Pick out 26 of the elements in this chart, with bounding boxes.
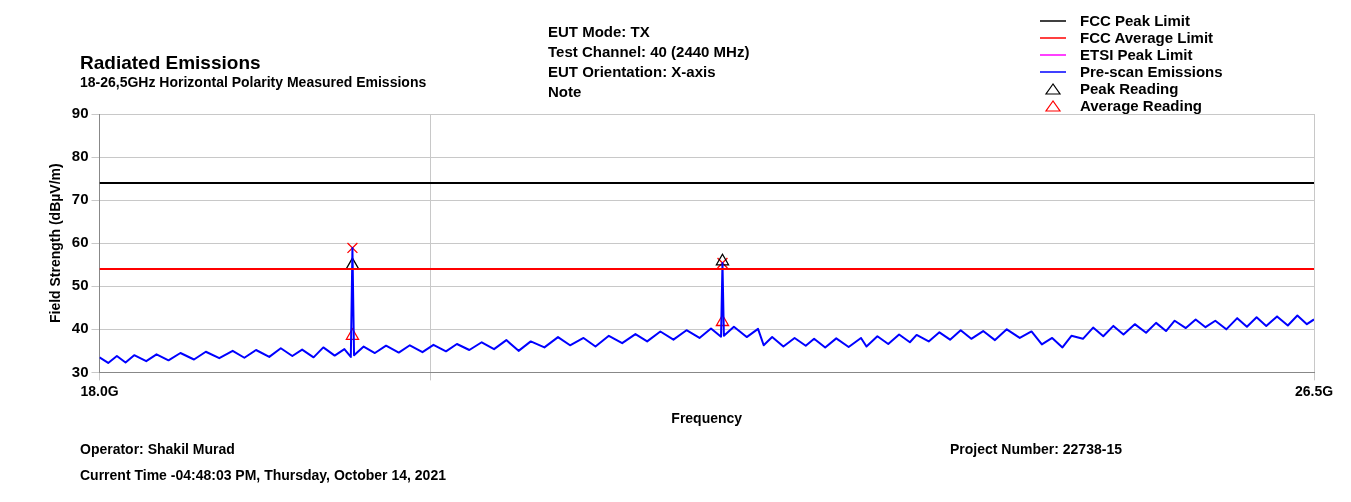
legend-label: FCC Peak Limit: [1080, 12, 1191, 29]
y-tick-label: 60: [71, 233, 89, 251]
text: EUT Mode: TX: [548, 23, 650, 40]
y-axis-title: Field Strength (dBµV/m): [47, 163, 64, 324]
legend-label: Peak Reading: [1080, 80, 1179, 97]
x-axis-title: Frequency: [671, 410, 743, 427]
y-tick-label: 90: [71, 104, 89, 122]
text: Current Time -04:48:03 PM, Thursday, October 14, 2021: [80, 467, 446, 483]
x-tick-label: 18.0G: [80, 382, 119, 399]
text: Test Channel: 40 (2440 MHz): [548, 43, 750, 60]
chart-subtitle: 18-26,5GHz Horizontal Polarity Measured Emissions: [80, 74, 427, 90]
y-tick-label: 40: [71, 319, 89, 337]
x-tick-label: 26.5G: [1294, 382, 1334, 399]
text: EUT Orientation: X-axis: [548, 63, 716, 80]
text: Project Number: 22738-15: [950, 441, 1122, 457]
y-tick-label: 30: [71, 362, 89, 380]
chart-title: Radiated Emissions: [80, 52, 261, 73]
legend-label: ETSI Peak Limit: [1080, 46, 1193, 63]
y-tick-label: 70: [71, 190, 89, 208]
legend-label: Pre-scan Emissions: [1080, 63, 1223, 80]
y-tick-label: 80: [71, 147, 89, 165]
legend-label: Average Reading: [1080, 97, 1202, 114]
text: Operator: Shakil Murad: [80, 441, 235, 457]
text: Note: [548, 83, 582, 100]
y-tick-label: 50: [71, 276, 89, 294]
legend-label: FCC Average Limit: [1080, 29, 1214, 46]
